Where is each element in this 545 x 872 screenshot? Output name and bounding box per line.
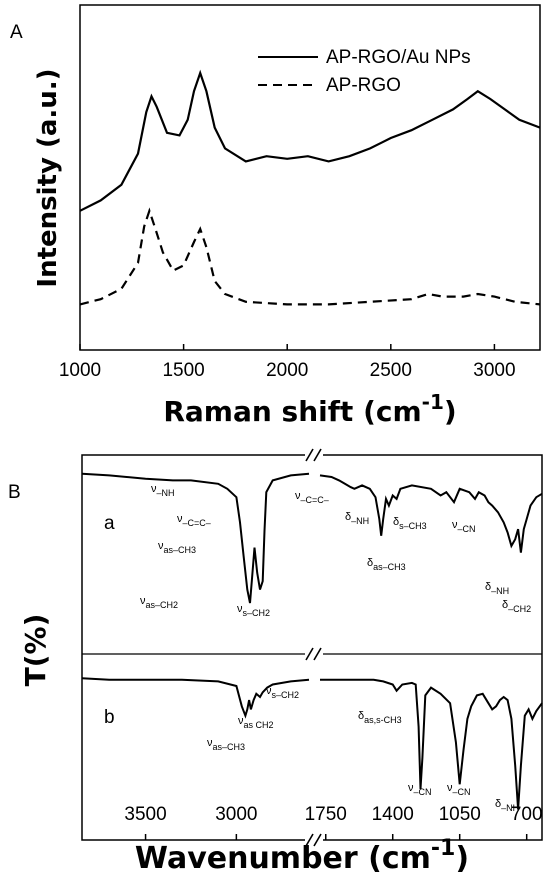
panel-b-frame (81, 454, 543, 841)
panel-b-curves (81, 472, 543, 810)
curve-label-a: a (104, 513, 115, 534)
curve-a-annotation: νas–CH3 (158, 540, 196, 555)
x-tick-label: 1400 (372, 804, 414, 825)
curve-label-b: b (104, 707, 115, 728)
x-tick-label: 3500 (124, 804, 166, 825)
panel-b-xlabel: Wavenumber (cm-1) (135, 836, 469, 872)
curve-a-annotation: ν–CN (452, 519, 476, 534)
curve-b-annotation: νas–CH3 (207, 737, 245, 752)
series-line-ap-rgo (79, 207, 541, 306)
x-tick-label: 1050 (439, 804, 481, 825)
panel-a-xlabel: Raman shift (cm-1) (163, 390, 456, 428)
x-tick-label: 3000 (215, 804, 257, 825)
curve-b-annotation: ν–CN (408, 782, 432, 797)
legend-label-rgo: AP-RGO (326, 75, 401, 96)
x-tick-label: 1500 (162, 360, 204, 381)
legend-label-au: AP-RGO/Au NPs (326, 47, 471, 68)
panel-a-ylabel: Intensity (a.u.) (33, 68, 63, 287)
legend: AP-RGO/Au NPs AP-RGO (258, 47, 471, 96)
x-tick-label: 1000 (59, 360, 101, 381)
x-tick-label: 2500 (370, 360, 412, 381)
panel-b-ylabel: T(%) (19, 614, 52, 687)
curve-a-annotation: δ–CH2 (502, 599, 531, 614)
panel-b-xticks: 3500 3000 1750 1400 1050 700 (124, 804, 543, 840)
curve-a-annotation: δas–CH3 (367, 557, 406, 572)
curve-b-annotation: ν–CN (447, 782, 471, 797)
curve-a-right (319, 474, 543, 553)
series-line-ap-rgo-au-nps (79, 69, 541, 212)
curve-a-annotation: δ–NH (345, 511, 369, 526)
curve-b-annotation: δ–NH (495, 798, 519, 813)
curve-a-left (81, 472, 310, 604)
x-tick-label: 3000 (473, 360, 515, 381)
panel-a-xticks: 1000 1500 2000 2500 3000 (59, 344, 516, 381)
panel-label-b: B (8, 482, 21, 503)
curve-a-annotation: νs–CH2 (237, 603, 270, 618)
x-tick-label: 700 (511, 804, 543, 825)
panel-label-a: A (10, 22, 23, 43)
panel-a-curves (79, 69, 541, 306)
curve-b-right (320, 678, 543, 810)
curve-a-annotation: ν–C=C– (295, 490, 329, 505)
curve-b-left (81, 677, 310, 719)
curve-a-annotation: νas–CH2 (140, 595, 178, 610)
curve-a-annotation: ν–C=C– (177, 513, 211, 528)
curve-b-annotation: νas CH2 (238, 715, 274, 730)
curve-a-annotation: δs–CH3 (393, 516, 427, 531)
curve-b-annotation: δas,s-CH3 (358, 710, 402, 725)
x-tick-label: 2000 (266, 360, 308, 381)
panel-a-frame (79, 4, 541, 351)
axis-break-marks (305, 448, 323, 847)
curve-a-annotation: δ–NH (485, 581, 509, 596)
x-tick-label: 1750 (305, 804, 347, 825)
curve-a-annotation: ν–NH (151, 483, 175, 498)
curve-b-annotation: νs–CH2 (266, 685, 299, 700)
